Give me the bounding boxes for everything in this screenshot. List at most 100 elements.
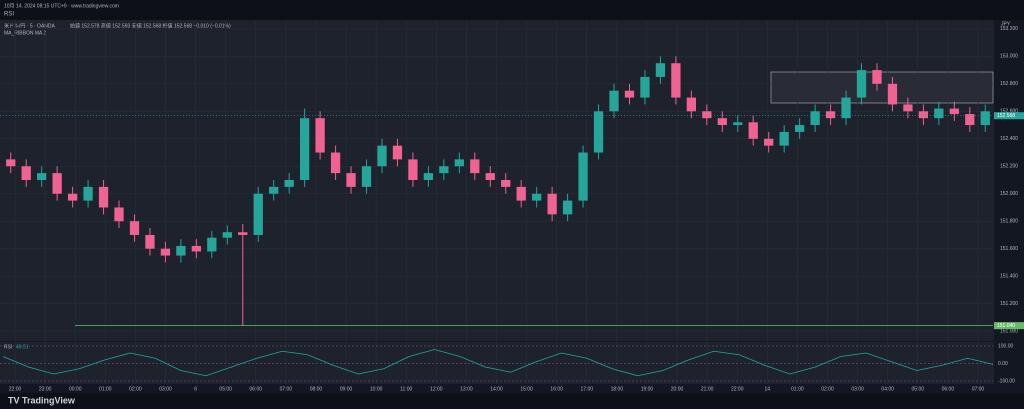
x-tick-label: 13:00 (460, 386, 473, 392)
header-text: 10月 14, 2024 08:15 UTC+9 · www.tradingvi… (4, 3, 119, 9)
x-tick-label: 09:00 (340, 386, 353, 392)
candle-body (423, 173, 434, 180)
last-price-tag (994, 112, 1024, 120)
hline-label: 151.040 (997, 323, 1015, 329)
x-tick-label: 6 (194, 386, 197, 392)
candle-body (37, 173, 47, 180)
candle-body (6, 159, 16, 167)
candle-body (671, 63, 681, 98)
candle-body (856, 70, 867, 98)
x-tick-label: 08:00 (310, 386, 323, 392)
y-tick-label: 152.600 (1000, 109, 1018, 115)
candle-body (918, 111, 929, 119)
x-tick-label: 14 (765, 386, 771, 392)
symbol: 米ドル/円 · 5 · OANDA (4, 22, 56, 29)
candle-body (52, 173, 62, 194)
x-tick-label: 07:00 (972, 386, 985, 392)
x-tick-label: 02:00 (821, 386, 834, 392)
x-tick-label: 16:00 (550, 386, 563, 392)
candle-body (532, 193, 542, 201)
candle-body (733, 122, 743, 126)
candle-body (361, 166, 372, 187)
candle-body (207, 237, 217, 252)
x-tick-label: 21:00 (701, 386, 714, 392)
candle-body (485, 173, 495, 180)
rsi-tick-label: 0.00 (998, 361, 1008, 367)
candle-body (748, 122, 758, 139)
y-tick-label: 151.200 (1000, 301, 1018, 307)
rsi-name: RSI (4, 344, 12, 350)
candle-body (83, 186, 93, 201)
candle-body (655, 63, 666, 77)
candle-body (98, 186, 109, 208)
candle-body (129, 221, 140, 235)
x-tick-label: 06:00 (250, 386, 263, 392)
x-tick-label: 00:00 (69, 386, 82, 392)
candle-body (841, 97, 851, 119)
x-tick-label: 03:00 (159, 386, 172, 392)
x-tick-label: 05:00 (912, 386, 925, 392)
x-tick-label: 22:00 (9, 386, 22, 392)
x-tick-label: 01:00 (99, 386, 112, 392)
candle-body (330, 152, 341, 174)
rsi-tick-label: 100.00 (998, 343, 1014, 349)
y-tick-label: 151.600 (1000, 246, 1018, 252)
candle-body (176, 245, 186, 256)
x-tick-label: 10:00 (370, 386, 383, 392)
candle-body (269, 186, 279, 194)
candle-body (578, 152, 588, 201)
candle-body (717, 118, 727, 126)
currency: JPY (1001, 21, 1011, 27)
candle-body (609, 90, 619, 112)
candle-body (315, 118, 325, 153)
candle-body (825, 111, 836, 119)
candle-body (253, 193, 263, 235)
candle-body (346, 173, 356, 187)
plot-bg (0, 20, 994, 341)
x-tick-label: 01:00 (791, 386, 804, 392)
candle-body (114, 207, 124, 222)
header-bar (0, 0, 1024, 20)
candle-body (810, 111, 820, 126)
candle-body (764, 138, 774, 146)
candle-body (21, 166, 31, 180)
candle-body (67, 193, 78, 201)
y-tick-label: 152.200 (1000, 164, 1018, 170)
candle-body (284, 180, 294, 187)
range-box (770, 71, 994, 104)
ma-label: MA_RIBBON MA 2 (4, 30, 46, 36)
rsi-tick-label: -100.00 (998, 378, 1015, 384)
candle-body (702, 111, 712, 119)
candle-body (516, 186, 526, 201)
x-tick-label: 05:00 (219, 386, 232, 392)
candle-body (980, 111, 990, 126)
last-price-label: 152.568 (997, 113, 1015, 119)
rsi-value: 49.51 (16, 344, 29, 350)
candle-body (145, 234, 155, 249)
x-tick-label: 11:00 (400, 386, 412, 392)
x-tick-label: 02:00 (129, 386, 142, 392)
x-tick-label: 23:00 (39, 386, 52, 392)
candle-body (903, 104, 913, 112)
y-tick-label: 152.400 (1000, 136, 1018, 142)
brand: TradingView (22, 395, 76, 405)
candle-body (934, 108, 944, 119)
candle-body (501, 180, 511, 187)
x-tick-label: 04:00 (881, 386, 894, 392)
candle-body (686, 97, 696, 112)
candle-body (191, 245, 201, 252)
candle-body (470, 159, 480, 174)
x-tick-label: 19:00 (641, 386, 654, 392)
candle-body (547, 193, 557, 215)
x-tick-label: 06:00 (942, 386, 955, 392)
x-tick-label: 03:00 (851, 386, 864, 392)
candle-body (779, 131, 789, 146)
candle-body (408, 159, 418, 180)
y-tick-label: 152.800 (1000, 81, 1018, 87)
y-tick-label: 151.400 (1000, 274, 1018, 280)
x-tick-label: 22:00 (731, 386, 744, 392)
footer-bar (0, 393, 1024, 409)
candle-body (300, 118, 310, 180)
candle-body (392, 145, 403, 160)
candle-body (377, 145, 387, 167)
